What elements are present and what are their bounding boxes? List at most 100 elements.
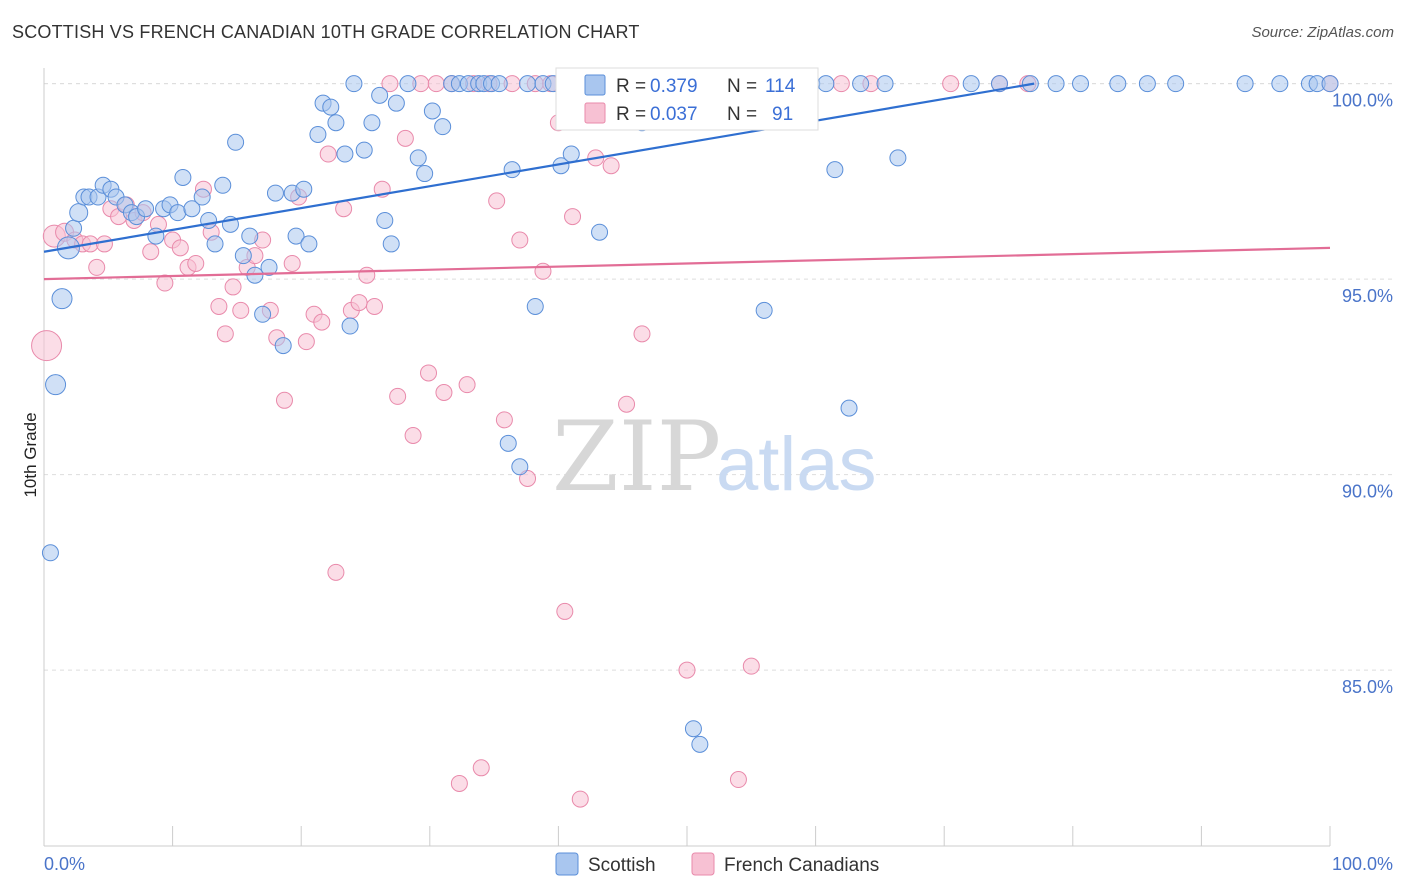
scottish-point — [300, 235, 318, 253]
french-canadians-point — [678, 661, 696, 679]
french-canadians-point — [389, 387, 407, 405]
french-canadians-point — [618, 395, 636, 413]
scottish-point — [423, 102, 441, 120]
french-canadians-point — [31, 330, 63, 362]
french-canadians-point — [88, 258, 106, 276]
legend-n-label-scottish: N = — [727, 76, 757, 97]
french-canadians-point — [564, 208, 582, 226]
scottish-point — [755, 301, 773, 319]
scottish-point — [227, 133, 245, 151]
scottish-point — [490, 75, 508, 93]
french-canadians-point — [511, 231, 529, 249]
french-canadians-point — [358, 266, 376, 284]
x-tick-label-max: 100.0% — [1332, 854, 1393, 874]
x-tick-label-min: 0.0% — [44, 854, 85, 874]
scottish-point — [341, 317, 359, 335]
scottish-point — [69, 203, 89, 223]
scottish-point — [169, 204, 187, 222]
scottish-point — [1047, 75, 1065, 93]
scottish-point — [519, 75, 537, 93]
scottish-point — [526, 297, 544, 315]
french-canadians-point — [210, 297, 228, 315]
watermark: ZIP atlas — [552, 401, 877, 513]
french-canadians-point — [832, 75, 850, 93]
scottish-point — [51, 288, 73, 310]
bottom-legend: Scottish French Canadians — [555, 852, 879, 876]
french-canadians-point — [633, 325, 651, 343]
french-canadians-point — [350, 294, 368, 312]
scottish-point — [889, 149, 907, 167]
french-canadians-point — [488, 192, 506, 210]
legend-swatch-french — [584, 102, 606, 124]
scottish-point — [591, 223, 609, 241]
source-label: Source: ZipAtlas.com — [1251, 24, 1394, 41]
french-canadians-point — [187, 254, 205, 272]
scottish-point — [387, 94, 405, 112]
scottish-point — [416, 165, 434, 183]
scottish-point — [327, 114, 345, 132]
scottish-point — [376, 211, 394, 229]
french-canadians-point — [283, 254, 301, 272]
scottish-point — [1138, 75, 1156, 93]
scottish-point — [65, 219, 83, 237]
french-canadians-point — [156, 274, 174, 292]
scottish-point — [1271, 75, 1289, 93]
scottish-point — [274, 337, 292, 355]
french-canadians-point — [297, 333, 315, 351]
french-canadians-point — [602, 157, 620, 175]
legend-swatch-scottish — [584, 74, 606, 96]
scottish-point — [503, 161, 521, 179]
french-canadians-point — [556, 602, 574, 620]
scottish-point — [45, 374, 67, 396]
scottish-point — [990, 75, 1008, 93]
scottish-point — [1167, 75, 1185, 93]
scottish-point — [826, 161, 844, 179]
scottish-point — [409, 149, 427, 167]
french-canadians-point — [381, 75, 399, 93]
scottish-point — [322, 98, 340, 116]
scottish-point — [434, 118, 452, 136]
y-tick-label: 85.0% — [1342, 677, 1393, 697]
legend-r-label-scottish: R = — [616, 76, 646, 97]
french-canadians-point — [95, 235, 113, 253]
legend-r-label-french: R = — [616, 104, 646, 125]
x-ticks — [43, 826, 1331, 846]
scottish-point — [295, 180, 313, 198]
french-canadians-point — [534, 262, 552, 280]
bottom-legend-swatch-scottish — [555, 852, 579, 876]
scottish-point — [309, 125, 327, 143]
scottish-point — [214, 176, 232, 194]
french-canadians-point — [571, 790, 589, 808]
scottish-point — [371, 86, 389, 104]
scottish-point — [511, 458, 529, 476]
french-canadians-point — [313, 313, 331, 331]
scottish-point — [193, 188, 211, 206]
trend-lines — [43, 82, 1331, 281]
scottish-point — [840, 399, 858, 417]
bottom-legend-swatch-french — [691, 852, 715, 876]
y-tick-labels: 85.0% 90.0% 95.0% 100.0% — [1332, 91, 1393, 697]
scottish-point — [691, 735, 709, 753]
french-canadians-point — [171, 239, 189, 257]
scottish-point — [206, 235, 224, 253]
scottish-point — [183, 200, 201, 218]
scottish-point — [1321, 75, 1339, 93]
y-axis-label: 10th Grade — [21, 412, 40, 497]
legend-r-value-scottish: 0.379 — [650, 76, 698, 97]
french-canadians-trend-line — [43, 246, 1331, 281]
y-tick-label: 90.0% — [1342, 482, 1393, 502]
scottish-trend-line — [43, 82, 1035, 253]
scottish-point — [200, 211, 218, 229]
watermark-atlas: atlas — [716, 422, 877, 507]
scottish-point — [399, 75, 417, 93]
scottish-point — [382, 235, 400, 253]
french-canadians-point — [435, 383, 453, 401]
legend-n-value-french: 91 — [772, 104, 793, 125]
french-canadians-point — [366, 297, 384, 315]
french-canadians-point — [458, 376, 476, 394]
watermark-zip: ZIP — [552, 401, 721, 513]
scottish-point — [363, 114, 381, 132]
french-canadians-point — [729, 771, 747, 789]
y-tick-label: 100.0% — [1332, 91, 1393, 111]
